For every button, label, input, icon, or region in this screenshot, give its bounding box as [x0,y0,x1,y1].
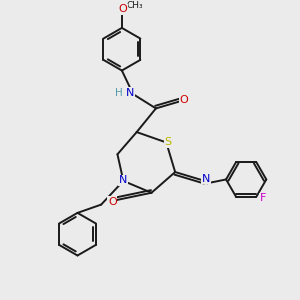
Text: S: S [164,137,171,147]
Text: O: O [108,196,117,207]
Text: N: N [118,175,127,185]
Text: O: O [180,94,188,104]
Text: F: F [260,194,266,203]
Text: CH₃: CH₃ [126,1,142,10]
Text: O: O [118,4,127,14]
Text: H: H [115,88,123,98]
Text: N: N [126,88,134,98]
Text: N: N [202,174,210,184]
